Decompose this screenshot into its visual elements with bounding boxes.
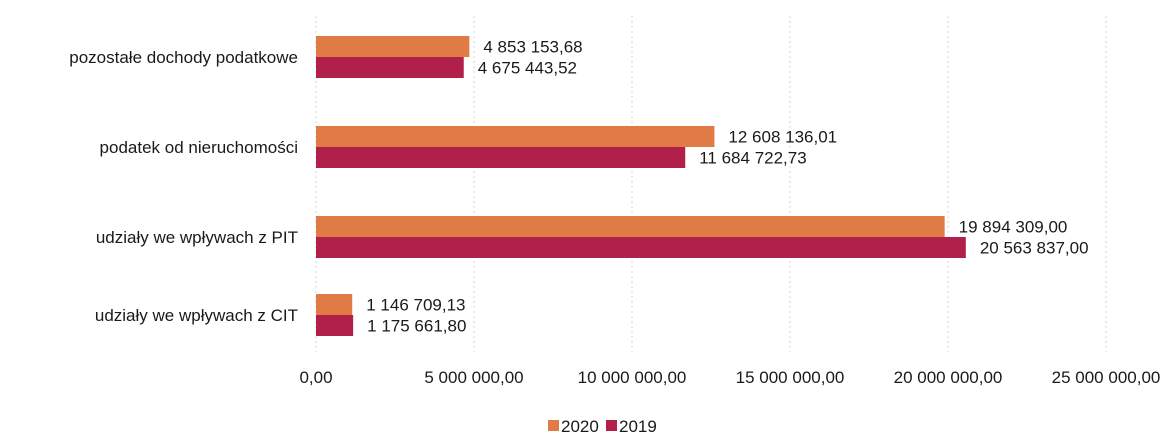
category-label-1: podatek od nieruchomości [100,138,298,157]
x-tick-label-2: 10 000 000,00 [578,368,687,387]
bar-2019-2 [316,237,966,258]
category-labels: pozostałe dochody podatkowe podatek od ni… [69,48,298,325]
data-label-2020-2: 19 894 309,00 [959,218,1068,237]
bar-2020-1 [316,126,715,147]
bar-2019-1 [316,147,686,168]
legend-label-2019: 2019 [619,417,657,436]
data-label-2020-1: 12 608 136,01 [728,128,837,147]
data-label-2020-3: 1 146 709,13 [366,296,465,315]
data-label-2020-0: 4 853 153,68 [483,38,582,57]
legend-label-2020: 2020 [561,417,599,436]
legend-swatch-2019 [606,420,617,431]
x-tick-label-3: 15 000 000,00 [736,368,845,387]
legend: 2020 2019 [548,417,657,436]
x-tick-label-0: 0,00 [299,368,332,387]
bar-2020-3 [316,294,353,315]
legend-swatch-2020 [548,420,559,431]
bar-2020-2 [316,216,945,237]
category-label-2: udziały we wpływach z PIT [96,228,298,247]
data-label-2019-3: 1 175 661,80 [367,317,466,336]
data-labels: 4 853 153,68 4 675 443,52 12 608 136,01 11 … [366,38,1088,336]
data-label-2019-0: 4 675 443,52 [478,59,577,78]
bar-2019-0 [316,57,464,78]
x-axis-tick-labels: 0,00 5 000 000,00 10 000 000,00 15 000 000,… [299,368,1160,387]
data-label-2019-1: 11 684 722,73 [699,149,806,168]
x-tick-label-4: 20 000 000,00 [894,368,1003,387]
data-label-2019-2: 20 563 837,00 [980,239,1089,258]
bars [316,36,966,336]
bar-2020-0 [316,36,470,57]
x-tick-label-5: 25 000 000,00 [1052,368,1161,387]
category-label-3: udziały we wpływach z CIT [95,306,298,325]
x-tick-label-1: 5 000 000,00 [424,368,523,387]
bar-2019-3 [316,315,354,336]
category-label-0: pozostałe dochody podatkowe [69,48,298,67]
